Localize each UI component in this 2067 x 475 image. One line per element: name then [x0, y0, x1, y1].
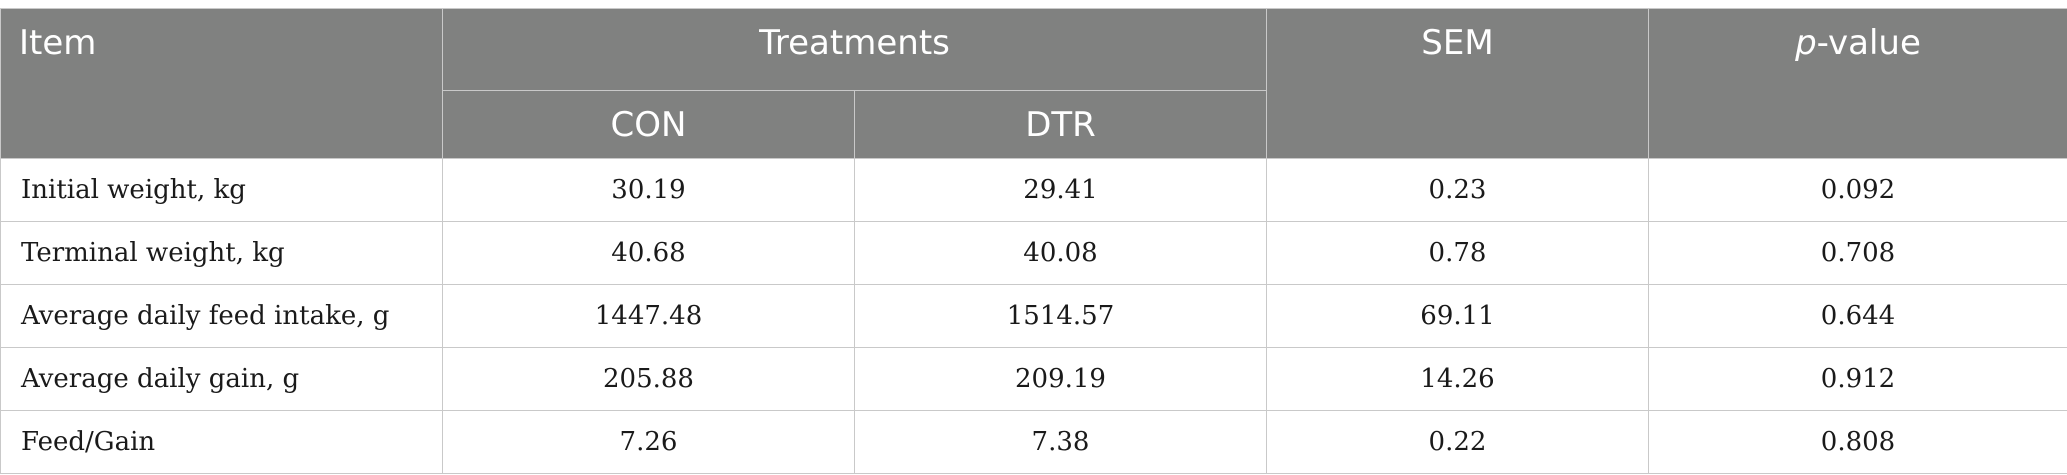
table-body: Initial weight, kg 30.19 29.41 0.23 0.09… [0, 158, 2067, 474]
row-label: Terminal weight, kg [0, 221, 443, 285]
cell-con: 205.88 [442, 347, 855, 411]
cell-p-value: 0.644 [1648, 284, 2067, 348]
cell-sem: 0.78 [1266, 221, 1649, 285]
table-row: Initial weight, kg 30.19 29.41 0.23 0.09… [0, 158, 2067, 222]
data-table-container: Item Treatments SEM p-value CON DTR Init… [0, 8, 2067, 474]
cell-p-value: 0.808 [1648, 410, 2067, 474]
row-label: Average daily feed intake, g [0, 284, 443, 348]
cell-sem: 69.11 [1266, 284, 1649, 348]
cell-p-value: 0.912 [1648, 347, 2067, 411]
cell-sem: 0.22 [1266, 410, 1649, 474]
cell-sem: 0.23 [1266, 158, 1649, 222]
header-p-suffix: -value [1816, 23, 1921, 63]
table-row: Average daily gain, g 205.88 209.19 14.2… [0, 347, 2067, 411]
cell-con: 1447.48 [442, 284, 855, 348]
header-treatments: Treatments [442, 8, 1267, 91]
cell-con: 40.68 [442, 221, 855, 285]
cell-dtr: 7.38 [854, 410, 1267, 474]
growth-performance-table: Item Treatments SEM p-value CON DTR Init… [0, 8, 2067, 474]
cell-dtr: 29.41 [854, 158, 1267, 222]
header-item: Item [0, 8, 443, 159]
header-sem: SEM [1266, 8, 1649, 159]
cell-con: 7.26 [442, 410, 855, 474]
table-header: Item Treatments SEM p-value CON DTR [0, 8, 2067, 159]
header-con: CON [442, 90, 855, 159]
row-label: Average daily gain, g [0, 347, 443, 411]
cell-p-value: 0.708 [1648, 221, 2067, 285]
cell-dtr: 40.08 [854, 221, 1267, 285]
cell-con: 30.19 [442, 158, 855, 222]
cell-sem: 14.26 [1266, 347, 1649, 411]
cell-dtr: 209.19 [854, 347, 1267, 411]
header-dtr: DTR [854, 90, 1267, 159]
table-row: Terminal weight, kg 40.68 40.08 0.78 0.7… [0, 221, 2067, 285]
row-label: Initial weight, kg [0, 158, 443, 222]
table-row: Average daily feed intake, g 1447.48 151… [0, 284, 2067, 348]
table-row: Feed/Gain 7.26 7.38 0.22 0.808 [0, 410, 2067, 474]
cell-dtr: 1514.57 [854, 284, 1267, 348]
row-label: Feed/Gain [0, 410, 443, 474]
header-p-value: p-value [1648, 8, 2067, 159]
header-p-letter: p [1795, 23, 1817, 63]
cell-p-value: 0.092 [1648, 158, 2067, 222]
